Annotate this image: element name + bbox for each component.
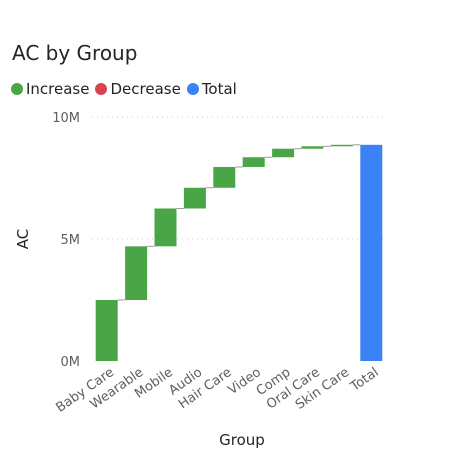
legend: Increase Decrease Total [11,80,243,98]
legend-increase-marker [11,83,23,95]
legend-total-marker [186,83,199,95]
bar-comp[interactable] [272,148,295,158]
legend-total-label: Total [201,80,237,98]
bar-oral-care[interactable] [301,146,324,149]
y-tick-label: 10M [52,111,80,126]
bar-baby-care[interactable] [95,300,118,361]
bar-video[interactable] [242,157,265,168]
bar-audio[interactable] [183,187,206,209]
bar-total[interactable] [360,144,383,361]
gridlines [92,116,386,240]
bars [95,144,383,361]
legend-item-increase[interactable]: Increase [11,80,89,98]
legend-increase-label: Increase [26,80,90,98]
chart-title: AC by Group [12,41,138,65]
legend-decrease-label: Decrease [110,80,181,98]
legend-item-total[interactable]: Total [186,80,237,98]
bar-wearable[interactable] [125,246,148,300]
legend-item-decrease[interactable]: Decrease [95,80,181,98]
y-tick-label: 5M [61,233,81,248]
y-axis-title: AC [14,229,32,249]
x-tick-label: Total [347,365,381,395]
x-axis-title: Group [219,431,265,449]
bar-skin-care[interactable] [330,144,353,147]
legend-decrease-marker [95,83,108,95]
bar-hair-care[interactable] [213,167,236,188]
y-axis-ticks: 0M 5M 10M [52,111,80,370]
connectors [117,144,361,301]
y-tick-label: 0M [61,355,81,370]
bar-mobile[interactable] [154,208,177,247]
